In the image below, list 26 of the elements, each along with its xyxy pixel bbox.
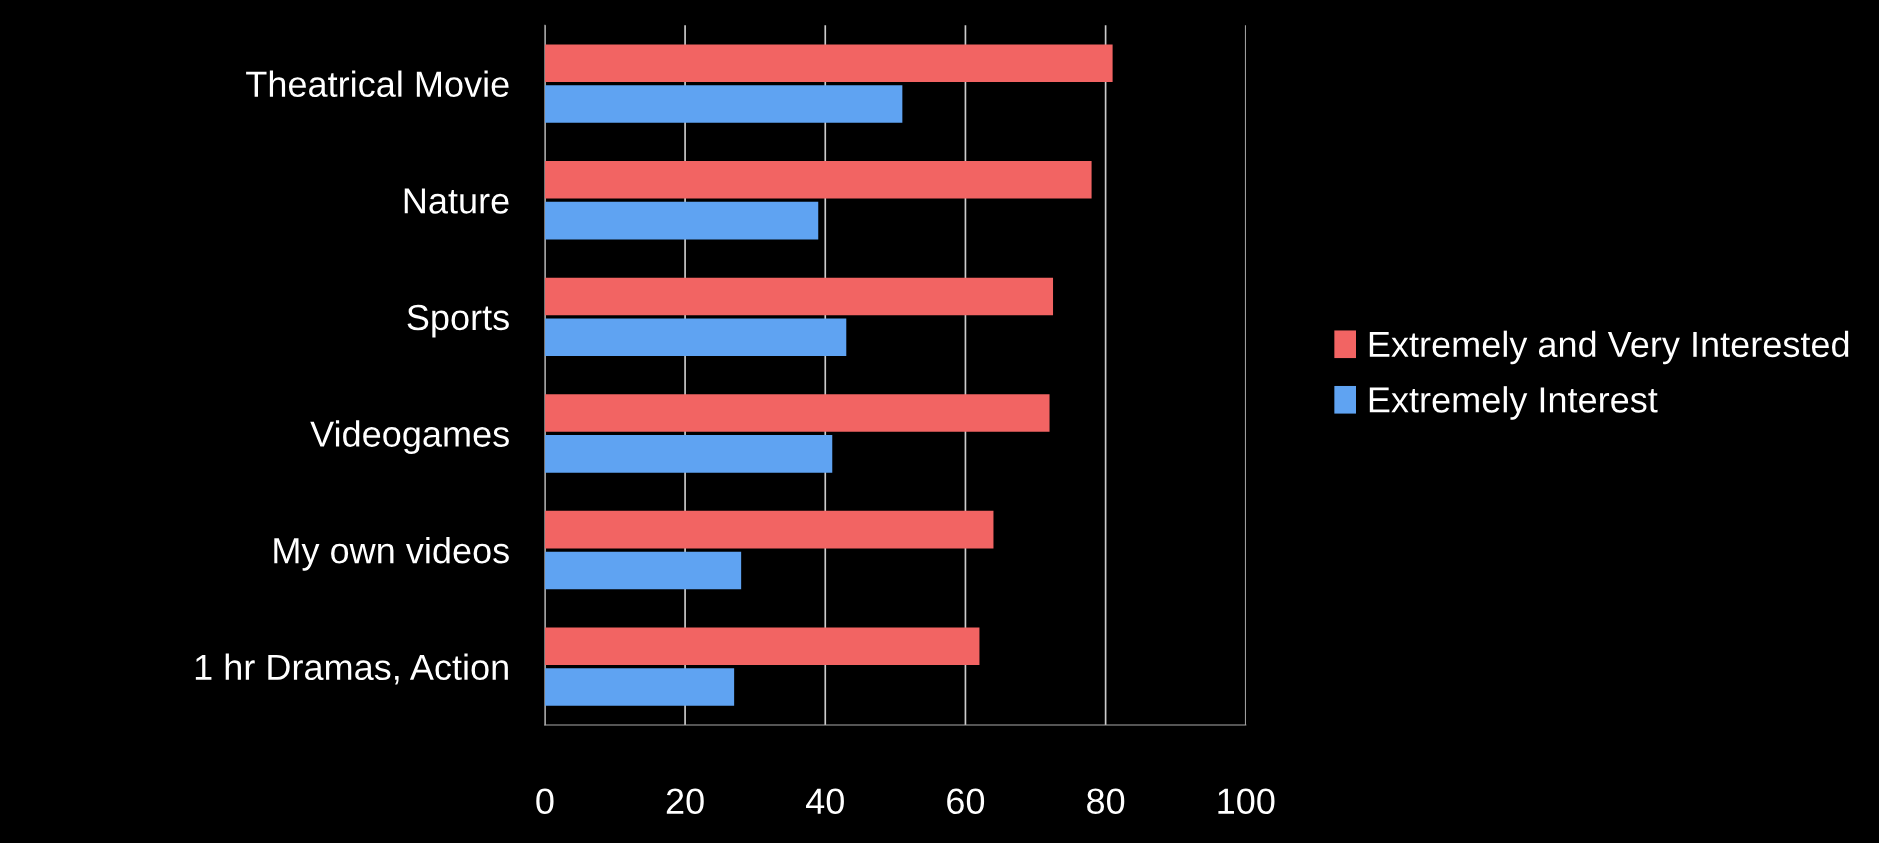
bar (544, 435, 833, 473)
bar (544, 627, 980, 666)
x-tick-label: 80 (1087, 788, 1125, 814)
x-tick-label: 100 (1218, 788, 1275, 814)
y-tick-label: My own videos (274, 536, 509, 571)
y-tick-label: Nature (404, 188, 509, 214)
y-tick-label: Sports (407, 304, 509, 338)
legend-label: Extremely Interest (1369, 386, 1658, 420)
x-tick-label: 40 (806, 788, 844, 814)
legend-label: Extremely and Very Interested (1369, 330, 1849, 365)
bar (544, 551, 742, 590)
bar (544, 161, 1092, 199)
x-tick-label: 60 (947, 788, 985, 814)
bar (544, 668, 735, 706)
y-tick-label: Videogames (310, 420, 509, 455)
y-tick-label: Theatrical Movie (246, 70, 509, 98)
y-tick-label: 1 hr Dramas, Action (195, 653, 508, 685)
bar (544, 277, 1054, 316)
bar (544, 44, 1113, 82)
x-tick-label: 20 (666, 788, 704, 814)
bar (544, 510, 994, 549)
bar (544, 85, 903, 123)
x-tick-label: 0 (536, 788, 554, 814)
bar (544, 201, 819, 240)
bar (544, 394, 1050, 432)
bar (544, 318, 847, 357)
